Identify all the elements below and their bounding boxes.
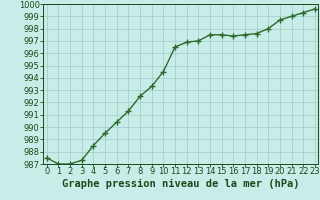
X-axis label: Graphe pression niveau de la mer (hPa): Graphe pression niveau de la mer (hPa) (62, 179, 300, 189)
